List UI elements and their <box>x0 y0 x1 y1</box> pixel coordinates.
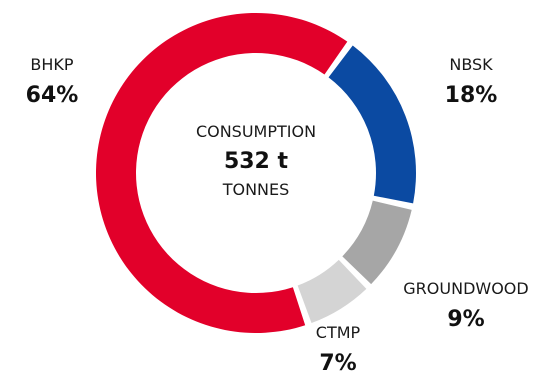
label-bhkp-percent: 64% <box>26 83 79 108</box>
center-label: CONSUMPTION <box>196 122 316 141</box>
slice-bhkp <box>95 12 348 333</box>
slice-groundwood <box>342 200 412 285</box>
label-groundwood-percent: 9% <box>447 307 484 332</box>
label-nbsk-name: NBSK <box>449 55 493 74</box>
slice-ctmp <box>297 259 367 324</box>
label-groundwood-name: GROUNDWOOD <box>403 279 528 298</box>
center-value: 532 t <box>224 149 289 174</box>
label-bhkp-name: BHKP <box>30 55 74 74</box>
label-nbsk-percent: 18% <box>445 83 498 108</box>
label-ctmp-percent: 7% <box>319 351 356 376</box>
slice-nbsk <box>328 45 416 204</box>
label-ctmp-name: CTMP <box>316 323 361 342</box>
center-unit: TONNES <box>222 180 290 199</box>
donut-slices <box>95 12 416 333</box>
